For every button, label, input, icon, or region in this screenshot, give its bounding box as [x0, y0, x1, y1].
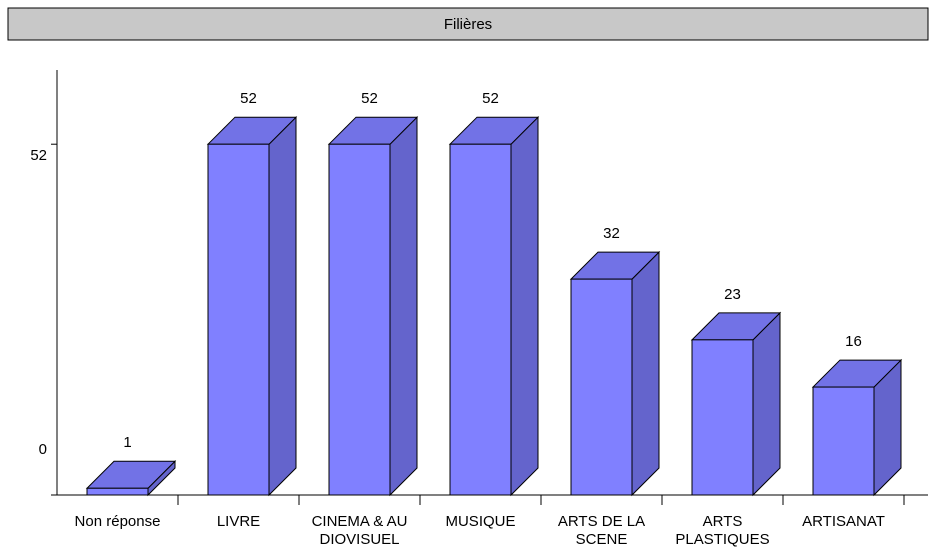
y-tick-label: 52 — [30, 147, 47, 164]
chart-title: Filières — [444, 16, 492, 33]
bar — [328, 143, 391, 496]
data-label: 32 — [603, 225, 620, 242]
data-label: 1 — [123, 434, 131, 451]
y-tick-label: 0 — [39, 441, 47, 458]
x-tick-label: LIVRE — [217, 513, 260, 530]
bar-side — [268, 115, 297, 497]
data-label: 52 — [482, 90, 499, 107]
data-label: 52 — [240, 90, 257, 107]
bar-side — [631, 250, 660, 497]
bar — [449, 143, 512, 496]
x-tick-label: ARTISANAT — [802, 513, 885, 530]
bar-side — [510, 115, 539, 497]
data-label: 16 — [845, 333, 862, 350]
x-tick-label: Non réponse — [75, 513, 161, 530]
data-label: 23 — [724, 286, 741, 303]
bar — [86, 487, 149, 496]
x-tick-label: CINEMA & AU DIOVISUEL — [312, 513, 408, 548]
bar — [207, 143, 270, 496]
bar — [570, 278, 633, 496]
bar-side — [752, 311, 781, 497]
bar-side — [389, 115, 418, 497]
title-bar — [7, 7, 929, 41]
bar-top — [85, 460, 177, 489]
bar — [691, 339, 754, 496]
x-tick-label: ARTS PLASTIQUES — [675, 513, 769, 548]
x-tick-label: ARTS DE LA SCENE — [558, 513, 645, 548]
data-label: 52 — [361, 90, 378, 107]
bar — [812, 386, 875, 496]
x-tick-label: MUSIQUE — [445, 513, 515, 530]
